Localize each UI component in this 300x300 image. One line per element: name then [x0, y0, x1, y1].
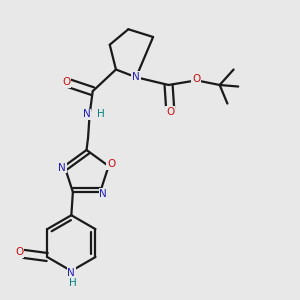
Text: N: N	[99, 189, 107, 199]
Text: O: O	[107, 160, 115, 170]
Text: H: H	[69, 278, 77, 288]
Text: O: O	[62, 77, 70, 87]
Text: O: O	[166, 107, 174, 117]
Text: N: N	[132, 72, 140, 82]
Text: H: H	[97, 110, 104, 119]
Text: N: N	[58, 163, 66, 172]
Text: N: N	[68, 268, 75, 278]
Text: N: N	[83, 110, 90, 119]
Text: O: O	[192, 74, 201, 84]
Text: O: O	[15, 248, 23, 257]
